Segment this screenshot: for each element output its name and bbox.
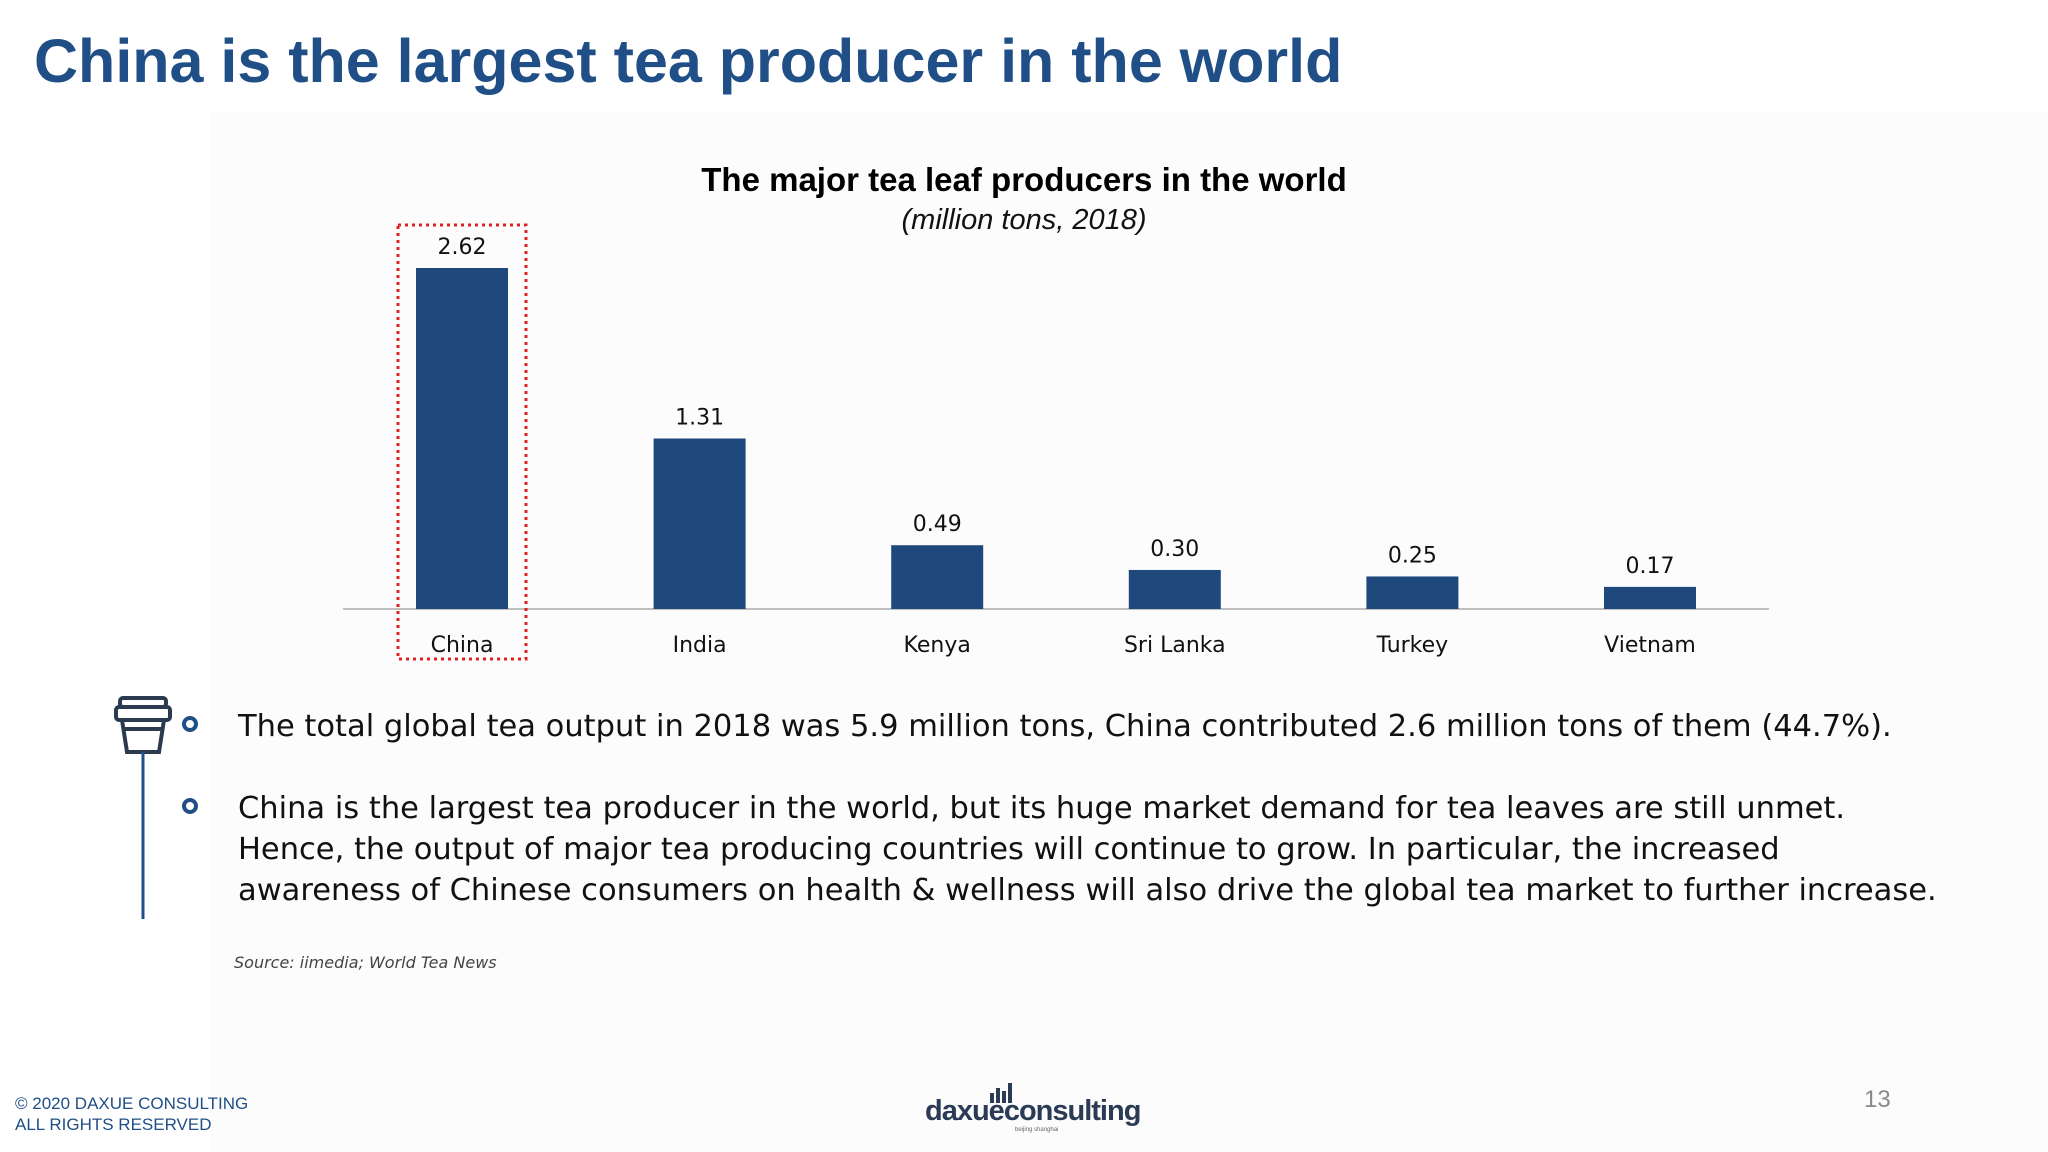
category-label: Turkey bbox=[1376, 633, 1449, 658]
value-label: 2.62 bbox=[438, 235, 487, 260]
circle-icon bbox=[182, 716, 198, 732]
page-number: 13 bbox=[1864, 1086, 1891, 1113]
logo-tagline: beijing shanghai bbox=[1015, 1127, 1059, 1133]
value-label: 0.25 bbox=[1388, 543, 1437, 568]
bar-chart-logo-icon bbox=[990, 1083, 1012, 1103]
copyright-line-1: © 2020 DAXUE CONSULTING bbox=[15, 1094, 249, 1113]
circle-icon bbox=[182, 798, 198, 814]
category-label: Sri Lanka bbox=[1124, 633, 1226, 658]
bar-china bbox=[416, 268, 508, 609]
bar-india bbox=[653, 438, 746, 609]
content-background bbox=[210, 112, 2048, 1152]
copyright-line-2: ALL RIGHTS RESERVED bbox=[15, 1115, 212, 1134]
bar-turkey bbox=[1366, 576, 1459, 609]
value-label: 1.31 bbox=[675, 406, 724, 431]
copyright: © 2020 DAXUE CONSULTING ALL RIGHTS RESER… bbox=[15, 1093, 248, 1135]
category-label: Vietnam bbox=[1604, 633, 1696, 658]
bar-kenya bbox=[891, 545, 984, 609]
value-label: 0.17 bbox=[1626, 554, 1675, 579]
bullet-text-1: The total global tea output in 2018 was … bbox=[238, 709, 1892, 744]
bar-vietnam bbox=[1604, 586, 1696, 609]
category-label: Kenya bbox=[904, 633, 971, 658]
bar-sri-lanka bbox=[1128, 569, 1221, 609]
chart-subtitle: (million tons, 2018) bbox=[901, 204, 1147, 236]
highlight-box bbox=[396, 223, 528, 661]
value-label: 0.30 bbox=[1150, 537, 1199, 562]
logo-text: daxueconsulting bbox=[925, 1095, 1141, 1127]
slide-title: China is the largest tea producer in the… bbox=[34, 27, 1343, 95]
chart-title: The major tea leaf producers in the worl… bbox=[701, 161, 1347, 198]
source-note: Source: iimedia; World Tea News bbox=[234, 953, 497, 972]
value-label: 0.49 bbox=[913, 512, 962, 537]
category-label: India bbox=[673, 633, 727, 658]
daxue-logo: daxueconsulting beijing shanghai bbox=[925, 1083, 1141, 1133]
bullet-text-2: China is the largest tea producer in the… bbox=[238, 791, 1937, 908]
bar-chart: 2.62 China 1.31 India 0.49 Kenya 0.30 Sri Lanka… bbox=[343, 223, 1769, 661]
tea-cup-icon bbox=[114, 696, 172, 919]
category-label: China bbox=[431, 633, 494, 658]
